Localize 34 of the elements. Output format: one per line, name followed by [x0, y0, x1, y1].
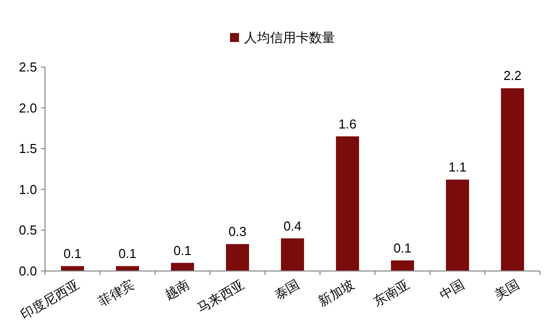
data-label: 0.4	[283, 218, 302, 234]
data-label: 1.1	[448, 160, 467, 175]
y-tick-label: 2.0	[18, 100, 37, 116]
x-tick-label: 印度尼西亚	[18, 276, 82, 322]
bar	[500, 88, 524, 271]
x-tick-label: 中国	[436, 276, 467, 303]
legend-label: 人均信用卡数量	[244, 30, 335, 45]
y-tick-label: 0.0	[18, 264, 37, 278]
y-tick-label: 1.0	[18, 182, 37, 197]
x-tick-label: 新加坡	[316, 276, 357, 310]
y-tick-label: 0.5	[18, 222, 37, 238]
bar	[60, 266, 84, 271]
data-label: 2.2	[503, 68, 522, 84]
bar	[226, 244, 250, 271]
x-tick-label: 泰国	[272, 276, 302, 303]
x-tick-label: 越南	[162, 276, 192, 303]
data-label: 1.6	[338, 116, 357, 132]
y-tick-label: 2.5	[18, 60, 37, 74]
x-tick-label: 菲律宾	[96, 276, 137, 310]
data-label: 0.1	[63, 246, 82, 262]
data-label: 0.1	[173, 242, 192, 258]
x-tick-label: 东南亚	[370, 276, 412, 310]
data-label: 0.3	[228, 224, 247, 240]
bar	[446, 180, 470, 271]
data-label: 0.1	[393, 240, 412, 256]
bar	[280, 238, 304, 271]
bar	[170, 262, 194, 271]
x-tick-label: 美国	[492, 276, 522, 303]
x-tick-label: 马来西亚	[194, 276, 247, 316]
y-tick-label: 1.5	[18, 141, 37, 156]
bar	[336, 136, 360, 271]
bar	[390, 260, 414, 271]
bar	[116, 266, 140, 271]
data-label: 0.1	[118, 246, 137, 262]
